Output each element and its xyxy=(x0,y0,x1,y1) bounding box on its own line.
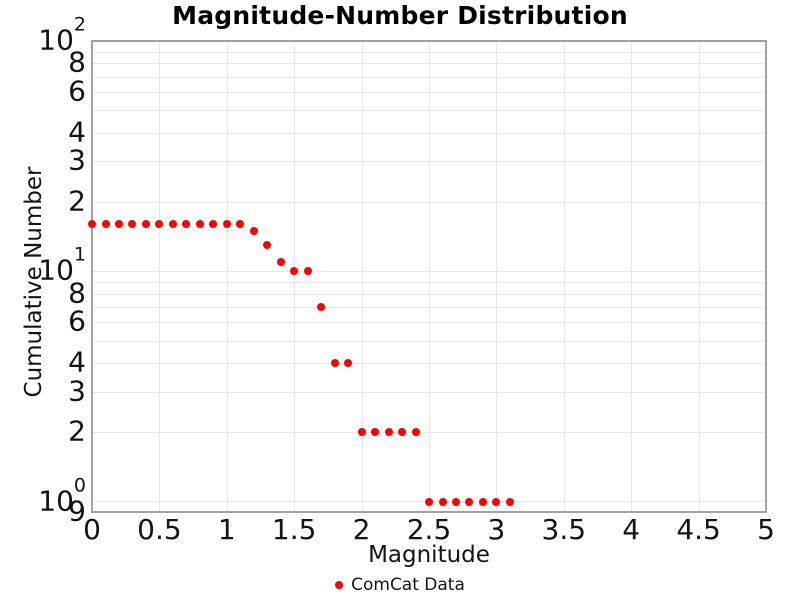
legend-label: ComCat Data xyxy=(351,575,465,595)
x-tick-label: 3.5 xyxy=(541,513,587,546)
data-point[interactable] xyxy=(263,241,272,249)
y-tick-label: 2 xyxy=(68,414,86,448)
data-point[interactable] xyxy=(276,257,285,266)
y-tick-label: 3 xyxy=(68,374,86,408)
data-point[interactable] xyxy=(88,220,96,229)
data-point[interactable] xyxy=(209,220,218,229)
data-point[interactable] xyxy=(357,428,366,437)
data-point[interactable] xyxy=(425,497,433,506)
chart-title: Magnitude-Number Distribution xyxy=(172,1,628,30)
gridline-vertical xyxy=(631,41,632,512)
data-point[interactable] xyxy=(101,220,110,229)
gridline-horizontal xyxy=(92,161,766,162)
x-tick-label: 4.5 xyxy=(676,513,721,546)
data-point[interactable] xyxy=(330,358,339,367)
data-point[interactable] xyxy=(505,497,514,506)
y-tick-label: 4 xyxy=(68,345,86,379)
gridline-horizontal xyxy=(92,110,766,111)
data-point[interactable] xyxy=(438,497,447,506)
x-tick-label: 0 xyxy=(83,513,101,546)
gridline-vertical xyxy=(429,41,430,512)
data-point[interactable] xyxy=(492,497,501,506)
y-tick-label: 102 xyxy=(38,13,86,57)
gridline-horizontal xyxy=(92,282,766,283)
y-tick-label: 4 xyxy=(68,115,86,149)
data-point[interactable] xyxy=(344,358,353,367)
gridline-horizontal xyxy=(92,392,766,393)
y-tick-label: 8 xyxy=(68,45,86,79)
data-point[interactable] xyxy=(249,226,258,235)
data-point[interactable] xyxy=(115,220,123,229)
data-point[interactable] xyxy=(290,267,299,276)
y-tick-label: 3 xyxy=(68,143,86,177)
gridline-horizontal xyxy=(92,432,766,433)
y-tick-label: 2 xyxy=(68,184,86,218)
x-tick-label: 1.5 xyxy=(271,513,317,546)
legend: ComCat Data xyxy=(0,575,800,595)
gridline-horizontal xyxy=(92,52,766,53)
data-point[interactable] xyxy=(465,497,474,506)
gridline-vertical xyxy=(227,41,228,512)
y-tick-label: 101 xyxy=(38,243,86,287)
gridline-vertical xyxy=(159,41,160,512)
data-point[interactable] xyxy=(155,220,164,229)
x-tick-label: 2.5 xyxy=(406,513,452,546)
legend-marker-icon xyxy=(335,581,344,589)
x-tick-label: 3 xyxy=(487,513,506,546)
data-point[interactable] xyxy=(478,497,487,506)
gridline-horizontal xyxy=(92,322,766,323)
y-tick-label: 6 xyxy=(68,304,86,338)
x-tick-label: 2 xyxy=(352,513,371,546)
data-point[interactable] xyxy=(398,428,406,437)
gridline-horizontal xyxy=(92,63,766,64)
data-point[interactable] xyxy=(195,220,204,229)
data-point[interactable] xyxy=(452,497,460,506)
data-point[interactable] xyxy=(317,302,326,311)
x-tick-label: 4 xyxy=(622,513,641,546)
data-point[interactable] xyxy=(222,220,231,229)
legend-item[interactable]: ComCat Data xyxy=(335,575,465,595)
gridline-horizontal xyxy=(92,271,766,272)
y-tick-label: 6 xyxy=(68,74,86,108)
data-point[interactable] xyxy=(128,220,137,229)
data-point[interactable] xyxy=(168,220,177,229)
y-tick-label: 8 xyxy=(68,275,86,309)
x-tick-label: 5 xyxy=(757,513,775,546)
data-point[interactable] xyxy=(384,428,393,437)
gridline-horizontal xyxy=(92,133,766,134)
data-point[interactable] xyxy=(141,220,150,229)
x-axis-label: Magnitude xyxy=(368,542,490,568)
gridline-horizontal xyxy=(92,92,766,93)
gridline-horizontal xyxy=(92,202,766,203)
gridline-horizontal xyxy=(92,307,766,308)
gridline-horizontal xyxy=(92,77,766,78)
x-tick-label: 0.5 xyxy=(137,513,182,546)
gridline-vertical xyxy=(362,41,363,512)
gridline-vertical xyxy=(564,41,565,512)
gridline-vertical xyxy=(294,41,295,512)
gridline-vertical xyxy=(699,41,700,512)
gridline-horizontal xyxy=(92,341,766,342)
data-point[interactable] xyxy=(411,428,420,437)
data-point[interactable] xyxy=(371,428,380,437)
gridline-horizontal xyxy=(92,363,766,364)
data-point[interactable] xyxy=(303,267,312,276)
data-point[interactable] xyxy=(182,220,191,229)
y-tick-label: 100 xyxy=(38,474,86,517)
y-tick-label: 9 xyxy=(68,494,86,528)
data-point[interactable] xyxy=(236,220,245,229)
gridline-horizontal xyxy=(92,294,766,295)
x-tick-label: 1 xyxy=(217,513,236,546)
gridline-vertical xyxy=(496,41,497,512)
